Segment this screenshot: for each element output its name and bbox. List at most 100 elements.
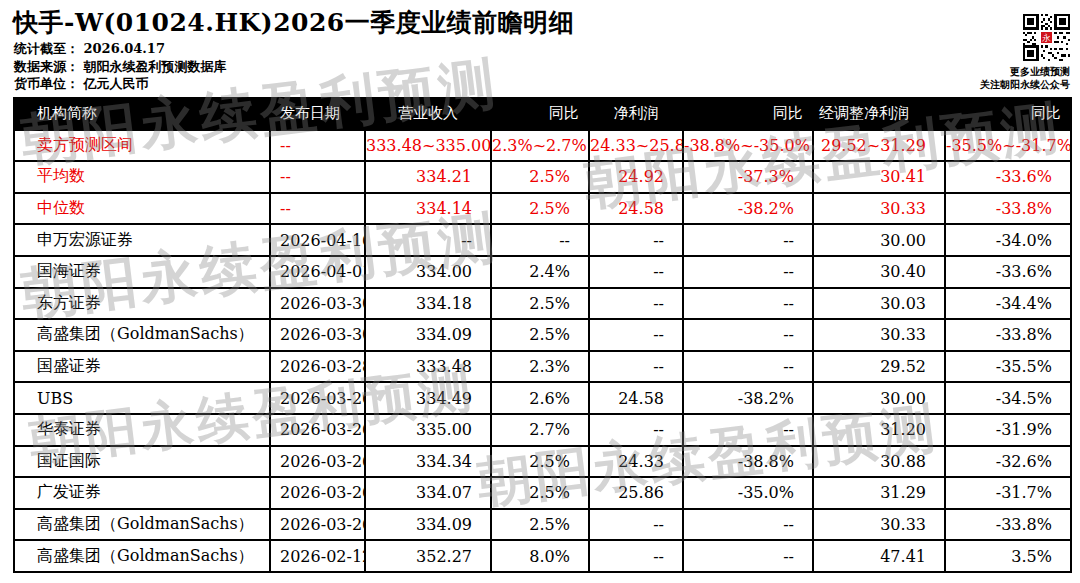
col-header-adj-profit-yoy: 同比 — [945, 98, 1071, 130]
table-cell: 2.5% — [491, 477, 589, 509]
table-cell: 24.33~25.86 — [589, 130, 683, 162]
col-header-net-profit-yoy: 同比 — [683, 98, 813, 130]
table-row: 中位数--334.142.5%24.58-38.2%30.33-33.8% — [14, 193, 1071, 225]
table-cell: 29.52 — [813, 351, 945, 383]
table-cell: 2026-02-12 — [270, 540, 365, 572]
table-cell: UBS — [14, 382, 270, 414]
table-cell: 2.5% — [491, 319, 589, 351]
table-cell: -- — [589, 319, 683, 351]
table-cell: -31.7% — [945, 477, 1071, 509]
table-cell: -37.3% — [683, 161, 813, 193]
table-row: 国海证券2026-04-01334.002.4%----30.40-33.6% — [14, 256, 1071, 288]
table-cell: -33.8% — [945, 509, 1071, 541]
table-cell: 华泰证券 — [14, 414, 270, 446]
table-cell: 2.4% — [491, 256, 589, 288]
table-cell: 24.58 — [589, 382, 683, 414]
table-cell: -- — [589, 540, 683, 572]
qr-caption-line1: 更多业绩预测 — [940, 65, 1070, 78]
page-title: 快手-W(01024.HK)2026一季度业绩前瞻明细 — [13, 6, 574, 39]
table-cell: 24.58 — [589, 193, 683, 225]
table-cell: -- — [270, 161, 365, 193]
table-cell: 334.07 — [365, 477, 491, 509]
table-row: 高盛集团（GoldmanSachs）2026-03-30334.092.5%--… — [14, 319, 1071, 351]
table-cell: 卖方预测区间 — [14, 130, 270, 162]
table-cell: -38.8%~-35.0% — [683, 130, 813, 162]
table-row: UBS2026-03-26334.492.6%24.58-38.2%30.00-… — [14, 382, 1071, 414]
col-header-revenue: 营业收入 — [365, 98, 491, 130]
table-cell: -- — [683, 509, 813, 541]
table-cell: 2.6% — [491, 382, 589, 414]
table-cell: -- — [589, 351, 683, 383]
table-cell: 8.0% — [491, 540, 589, 572]
table-row: 华泰证券2026-03-26335.002.7%----31.20-31.9% — [14, 414, 1071, 446]
table-cell: -- — [589, 224, 683, 256]
table-row: 高盛集团（GoldmanSachs）2026-02-12352.278.0%--… — [14, 540, 1071, 572]
table-cell: -38.8% — [683, 446, 813, 478]
report-page: 快手-W(01024.HK)2026一季度业绩前瞻明细 统计截至： 2026.0… — [0, 0, 1080, 583]
col-header-adj-net-profit: 经调整净利润 — [813, 98, 945, 130]
table-cell: -33.6% — [945, 256, 1071, 288]
table-cell: 高盛集团（GoldmanSachs） — [14, 319, 270, 351]
table-row: 东方证券2026-03-30334.182.5%----30.03-34.4% — [14, 288, 1071, 320]
table-cell: 25.86 — [589, 477, 683, 509]
table-cell: -35.5% — [945, 351, 1071, 383]
table-cell: 国盛证券 — [14, 351, 270, 383]
table-cell: 334.00 — [365, 256, 491, 288]
table-row: 申万宏源证券2026-04-16--------30.00-34.0% — [14, 224, 1071, 256]
table-cell: 334.34 — [365, 446, 491, 478]
table-cell: 2.5% — [491, 161, 589, 193]
table-cell: 2.5% — [491, 288, 589, 320]
table-row: 广发证券2026-03-26334.072.5%25.86-35.0%31.29… — [14, 477, 1071, 509]
table-cell: 2.7% — [491, 414, 589, 446]
table-cell: 中位数 — [14, 193, 270, 225]
table-cell: -33.6% — [945, 161, 1071, 193]
table-cell: 2026-03-26 — [270, 477, 365, 509]
qr-caption-line2: 关注朝阳永续公众号 — [940, 78, 1070, 91]
table-cell: 高盛集团（GoldmanSachs） — [14, 540, 270, 572]
table-cell: 24.92 — [589, 161, 683, 193]
table-cell: 国海证券 — [14, 256, 270, 288]
col-header-net-profit: 净利润 — [589, 98, 683, 130]
table-cell: 2026-03-26 — [270, 414, 365, 446]
table-cell: 30.40 — [813, 256, 945, 288]
table-cell: 2026-04-01 — [270, 256, 365, 288]
table-row: 高盛集团（GoldmanSachs）2026-03-26334.092.5%--… — [14, 509, 1071, 541]
table-cell: -31.9% — [945, 414, 1071, 446]
table-cell: 2026-03-26 — [270, 446, 365, 478]
table-cell: 30.88 — [813, 446, 945, 478]
table-row: 卖方预测区间--333.48~335.002.3%~2.7%24.33~25.8… — [14, 130, 1071, 162]
table-cell: 2026-03-30 — [270, 319, 365, 351]
table-cell: 2026-03-30 — [270, 288, 365, 320]
table-cell: 333.48 — [365, 351, 491, 383]
table-cell: -- — [589, 414, 683, 446]
meta-block: 统计截至： 2026.04.17 数据来源： 朝阳永续盈利预测数据库 货币单位：… — [14, 40, 227, 93]
table-cell: 29.52~31.29 — [813, 130, 945, 162]
table-cell: 2.5% — [491, 446, 589, 478]
table-cell: -35.0% — [683, 477, 813, 509]
table-cell: 3.5% — [945, 540, 1071, 572]
table-cell: 352.27 — [365, 540, 491, 572]
table-cell: 东方证券 — [14, 288, 270, 320]
table-cell: -- — [683, 288, 813, 320]
table-cell: -- — [589, 256, 683, 288]
table-cell: 333.48~335.00 — [365, 130, 491, 162]
qr-code-icon: 永 — [1023, 14, 1070, 61]
table-cell: 334.14 — [365, 193, 491, 225]
table-cell: 31.29 — [813, 477, 945, 509]
table-row: 国证国际2026-03-26334.342.5%24.33-38.8%30.88… — [14, 446, 1071, 478]
qr-block: 永 更多业绩预测 关注朝阳永续公众号 — [940, 14, 1070, 91]
table-cell: 2.5% — [491, 193, 589, 225]
meta-currency-unit: 货币单位： 亿元人民币 — [14, 75, 227, 93]
col-header-institution: 机构简称 — [14, 98, 270, 130]
col-header-revenue-yoy: 同比 — [491, 98, 589, 130]
table-cell: 2.3%~2.7% — [491, 130, 589, 162]
table-cell: 334.49 — [365, 382, 491, 414]
table-cell: 31.20 — [813, 414, 945, 446]
table-cell: 广发证券 — [14, 477, 270, 509]
table-cell: -- — [589, 288, 683, 320]
table-cell: 高盛集团（GoldmanSachs） — [14, 509, 270, 541]
table-cell: 2026-04-16 — [270, 224, 365, 256]
table-cell: -- — [270, 130, 365, 162]
table-cell: 2026-03-28 — [270, 351, 365, 383]
table-cell: 24.33 — [589, 446, 683, 478]
